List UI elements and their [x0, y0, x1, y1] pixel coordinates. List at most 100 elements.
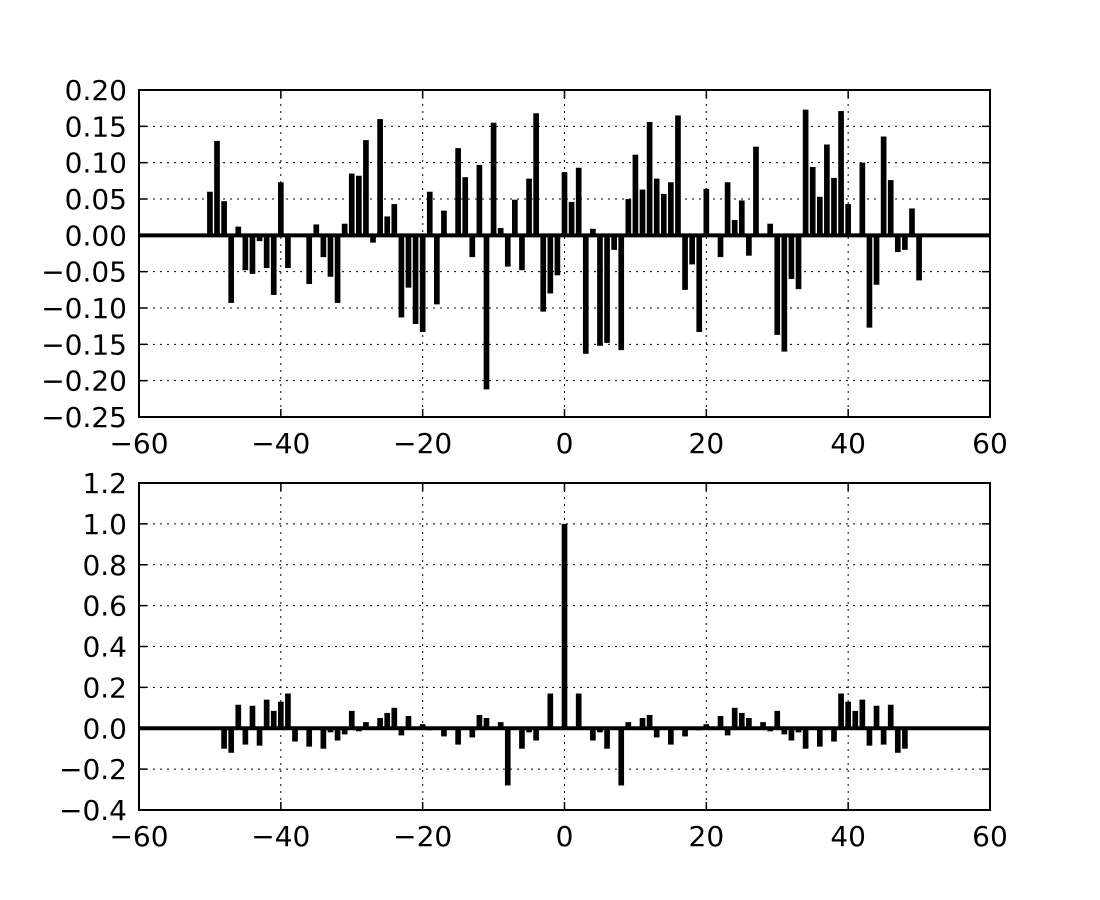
bar — [887, 704, 894, 729]
y-tick-label: −0.2 — [59, 753, 127, 786]
bar — [568, 201, 575, 236]
bar — [363, 140, 369, 236]
bar — [660, 193, 667, 236]
bar — [348, 710, 355, 729]
bar — [405, 715, 412, 729]
bar — [668, 182, 674, 236]
bar — [845, 204, 852, 236]
bar — [731, 220, 738, 236]
bar — [753, 146, 759, 236]
bar — [356, 175, 362, 236]
bar — [873, 705, 880, 729]
x-tick-label: 20 — [689, 820, 725, 853]
x-tick-label: −40 — [251, 427, 310, 460]
bar — [788, 728, 795, 741]
bar — [469, 235, 476, 258]
bar — [717, 235, 724, 258]
x-tick-label: 0 — [556, 427, 574, 460]
bar — [668, 728, 674, 745]
bar — [270, 235, 277, 295]
y-tick-label: 1.2 — [82, 467, 127, 500]
bar — [738, 200, 745, 236]
bar — [880, 136, 887, 236]
x-tick-label: −60 — [109, 820, 168, 853]
bar — [306, 235, 313, 285]
bar — [313, 224, 320, 236]
bar — [653, 728, 660, 738]
bar — [788, 235, 795, 279]
bar — [526, 178, 532, 236]
bar — [426, 191, 433, 236]
y-tick-label: 0.00 — [65, 219, 127, 252]
bar — [682, 728, 688, 737]
x-tick-label: −40 — [251, 820, 310, 853]
bar — [646, 714, 653, 729]
bar — [894, 728, 901, 753]
bar — [285, 235, 291, 269]
bar — [703, 724, 710, 729]
bar — [597, 235, 603, 346]
bar — [348, 173, 355, 236]
y-tick-label: 0.10 — [65, 147, 127, 180]
bar — [575, 167, 582, 236]
bar — [547, 235, 554, 294]
bar — [604, 235, 610, 343]
bar — [880, 728, 887, 745]
bar — [519, 235, 525, 271]
bar — [320, 728, 327, 749]
bar — [441, 728, 447, 737]
bar — [533, 113, 539, 236]
bar — [738, 712, 745, 729]
bar — [689, 235, 695, 265]
y-tick-label: 1.0 — [82, 508, 127, 541]
bar — [263, 235, 270, 269]
y-tick-label: 0.6 — [82, 590, 127, 623]
y-tick-label: 0.05 — [65, 183, 127, 216]
bar — [497, 228, 504, 236]
bar — [831, 177, 837, 236]
bar — [760, 722, 766, 729]
bar — [497, 722, 504, 729]
bar — [873, 235, 880, 285]
bar — [724, 182, 731, 236]
bar — [724, 728, 731, 736]
bar — [398, 235, 405, 318]
bar — [320, 235, 327, 258]
bar — [292, 728, 298, 742]
bar — [341, 223, 348, 236]
bar — [256, 728, 263, 746]
bar — [419, 724, 426, 729]
bar — [795, 235, 802, 290]
bar — [504, 728, 511, 786]
bar — [831, 728, 837, 742]
bar — [746, 718, 752, 729]
bar — [327, 235, 334, 277]
bar — [590, 228, 596, 236]
bar — [419, 235, 426, 332]
bar — [341, 728, 348, 735]
bar — [774, 710, 781, 729]
bar — [277, 182, 284, 236]
x-tick-label: 60 — [972, 427, 1008, 460]
bar — [809, 167, 816, 236]
bar — [334, 728, 341, 741]
x-tick-label: −20 — [393, 427, 452, 460]
bar — [285, 693, 291, 729]
bar — [377, 718, 383, 729]
bar — [483, 718, 490, 729]
bar — [504, 235, 511, 267]
bar — [625, 722, 632, 729]
bar — [824, 144, 830, 236]
bar — [625, 199, 632, 236]
bar — [632, 154, 639, 236]
bar — [377, 119, 383, 236]
x-tick-label: 40 — [830, 427, 866, 460]
bar — [618, 728, 625, 786]
bar — [845, 701, 852, 729]
bar — [597, 728, 603, 733]
bar — [859, 162, 866, 236]
bar — [717, 715, 724, 729]
bar — [816, 196, 823, 236]
bar — [462, 177, 469, 236]
